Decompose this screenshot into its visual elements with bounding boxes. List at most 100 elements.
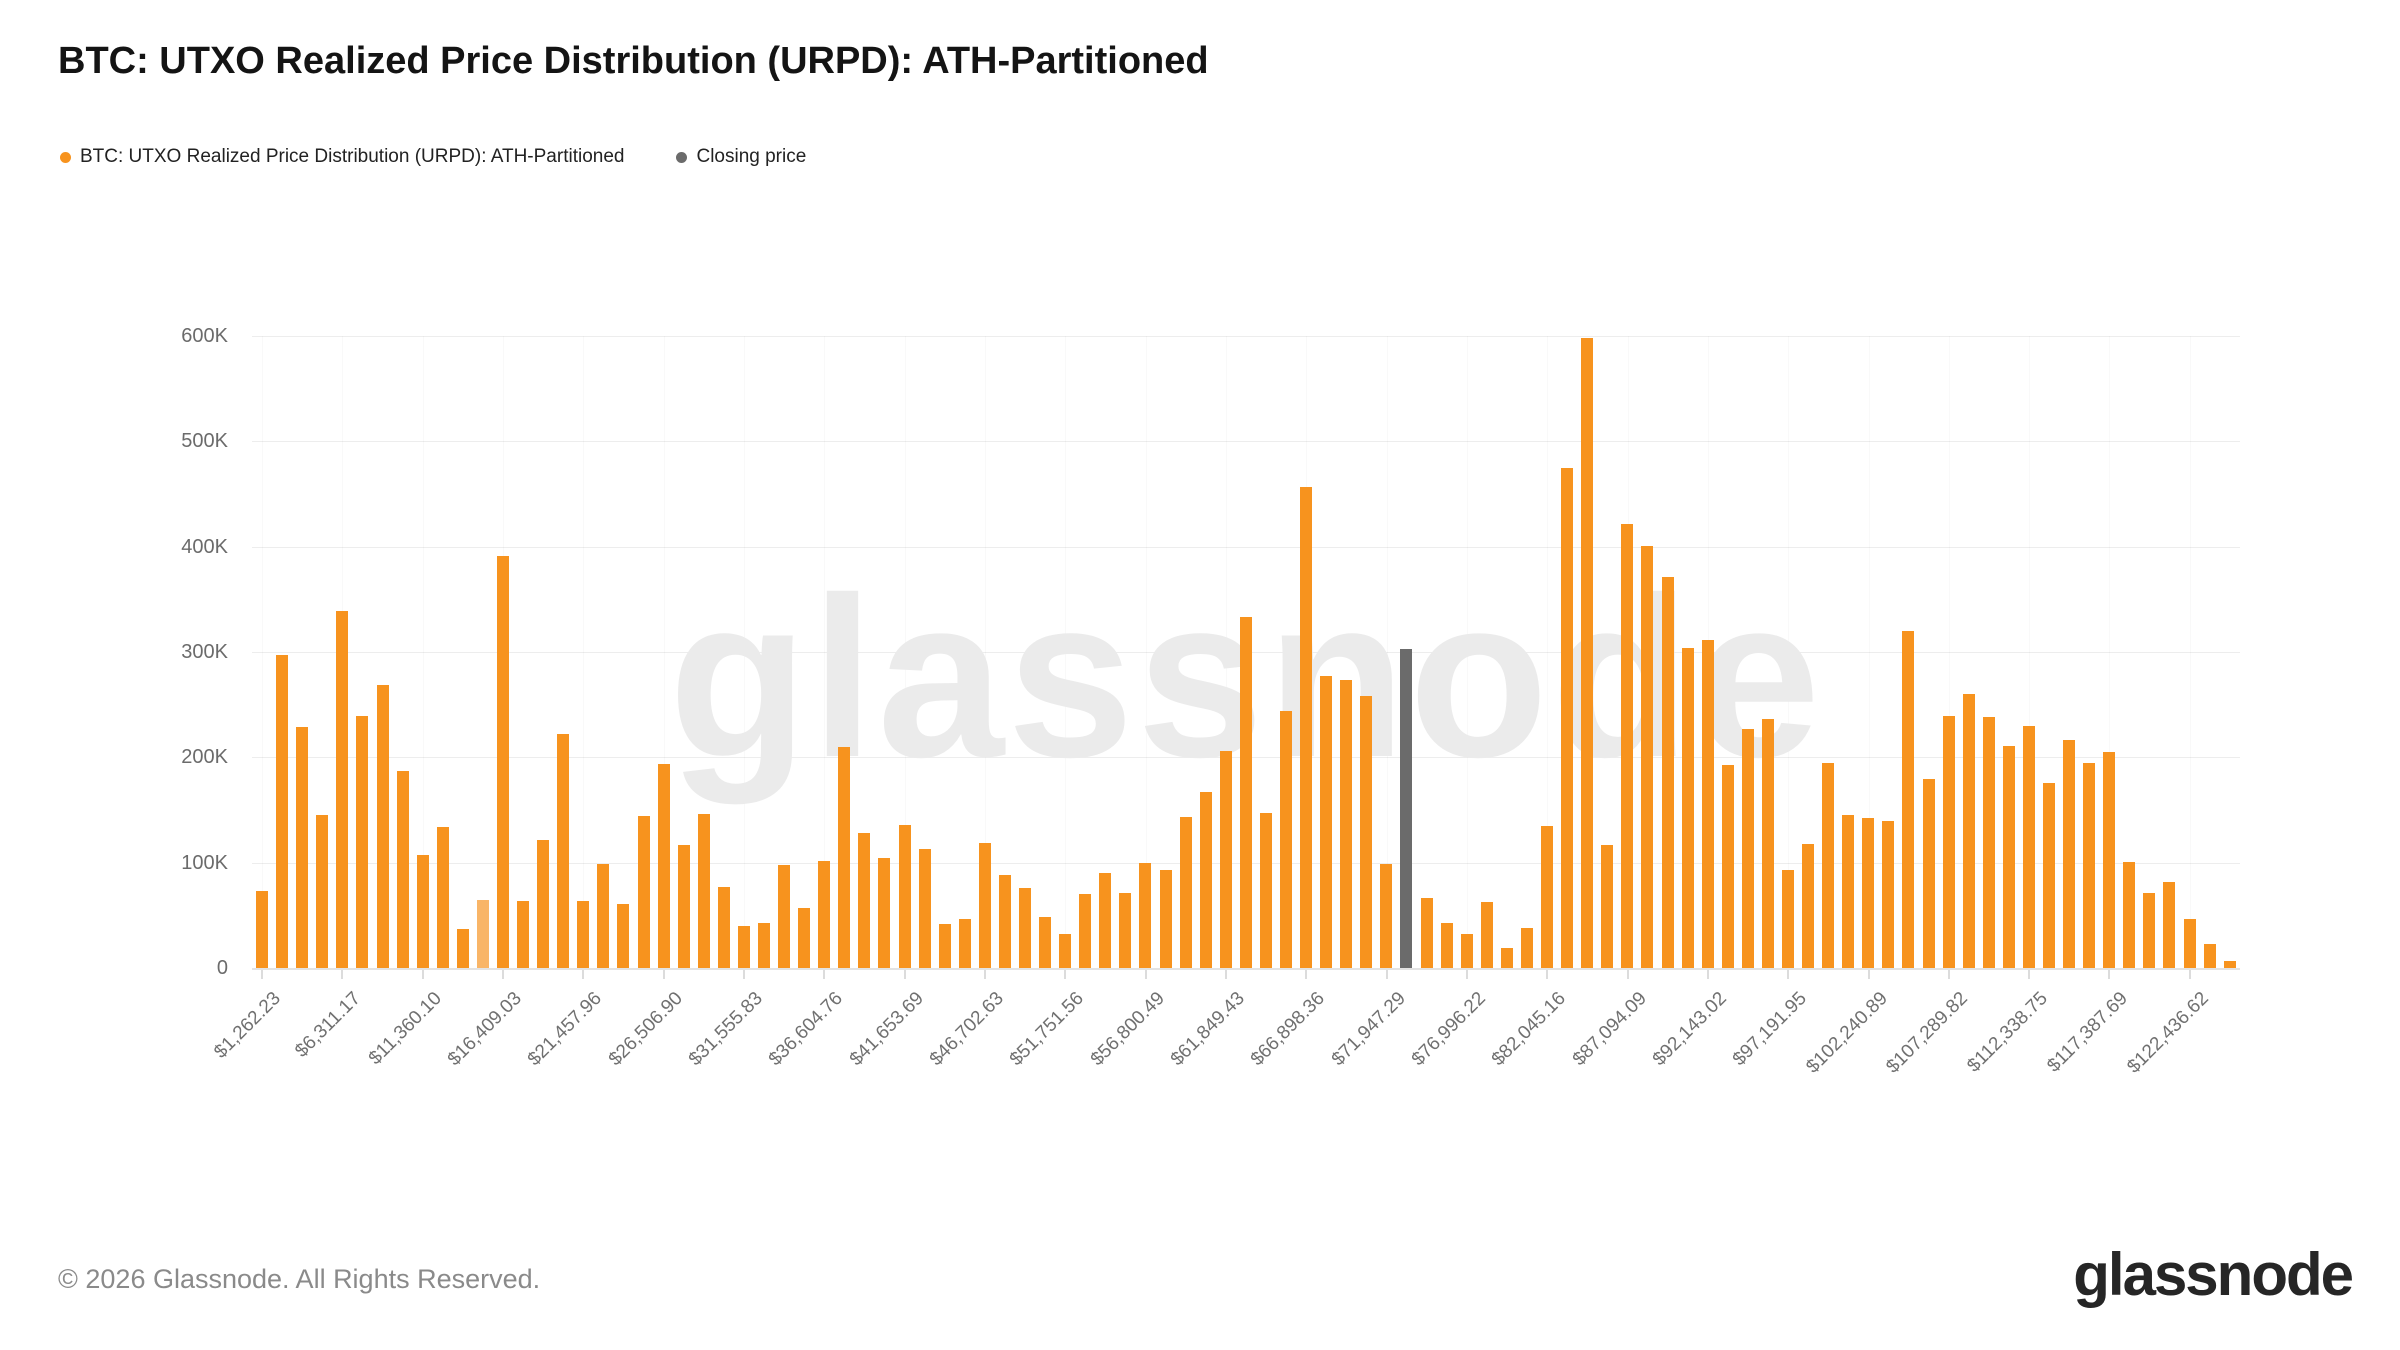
bar[interactable] bbox=[1621, 523, 1634, 968]
bar[interactable] bbox=[2083, 762, 2096, 968]
bar[interactable] bbox=[1721, 764, 1734, 968]
bar[interactable] bbox=[2203, 943, 2216, 968]
bar[interactable] bbox=[998, 875, 1011, 968]
bar[interactable] bbox=[1360, 696, 1373, 968]
bar[interactable] bbox=[1822, 762, 1835, 968]
bar[interactable] bbox=[1139, 862, 1152, 968]
bar[interactable] bbox=[336, 610, 349, 968]
bar[interactable] bbox=[898, 824, 911, 968]
highlighted-bar[interactable] bbox=[476, 899, 489, 968]
bar[interactable] bbox=[2002, 745, 2015, 968]
bar[interactable] bbox=[778, 864, 791, 968]
bar[interactable] bbox=[1380, 863, 1393, 968]
bar[interactable] bbox=[1520, 927, 1533, 968]
bar[interactable] bbox=[617, 903, 630, 968]
bar[interactable] bbox=[456, 929, 469, 968]
bar[interactable] bbox=[818, 860, 831, 968]
bar[interactable] bbox=[878, 858, 891, 968]
bar[interactable] bbox=[1862, 818, 1875, 968]
bar[interactable] bbox=[1340, 680, 1353, 968]
bar[interactable] bbox=[376, 684, 389, 968]
bar[interactable] bbox=[356, 716, 369, 968]
bar[interactable] bbox=[1219, 751, 1232, 968]
bar[interactable] bbox=[838, 746, 851, 968]
bar[interactable] bbox=[1922, 779, 1935, 968]
bar[interactable] bbox=[1761, 719, 1774, 968]
bar[interactable] bbox=[1179, 817, 1192, 968]
bar[interactable] bbox=[517, 900, 530, 968]
bar[interactable] bbox=[1741, 728, 1754, 968]
bar[interactable] bbox=[577, 900, 590, 968]
bar[interactable] bbox=[1039, 917, 1052, 968]
bar[interactable] bbox=[1320, 676, 1333, 968]
bar[interactable] bbox=[1781, 870, 1794, 968]
bar[interactable] bbox=[2063, 740, 2076, 968]
bar[interactable] bbox=[296, 726, 309, 968]
bar[interactable] bbox=[1480, 901, 1493, 968]
bar[interactable] bbox=[1942, 716, 1955, 968]
bar[interactable] bbox=[2223, 960, 2236, 968]
bar[interactable] bbox=[1902, 630, 1915, 968]
bar[interactable] bbox=[2022, 725, 2035, 968]
bar[interactable] bbox=[436, 826, 449, 968]
bar[interactable] bbox=[1882, 820, 1895, 968]
bar[interactable] bbox=[737, 925, 750, 968]
bar[interactable] bbox=[1259, 813, 1272, 968]
bar[interactable] bbox=[978, 842, 991, 968]
bar[interactable] bbox=[496, 556, 509, 968]
bar[interactable] bbox=[637, 816, 650, 968]
bar[interactable] bbox=[1541, 825, 1554, 968]
bar[interactable] bbox=[1661, 577, 1674, 968]
bar[interactable] bbox=[1500, 948, 1513, 968]
bar[interactable] bbox=[1641, 545, 1654, 968]
bar[interactable] bbox=[2163, 881, 2176, 968]
bar[interactable] bbox=[1460, 934, 1473, 968]
bar[interactable] bbox=[316, 815, 329, 968]
bar[interactable] bbox=[1420, 898, 1433, 968]
bar[interactable] bbox=[798, 907, 811, 968]
bar[interactable] bbox=[256, 891, 269, 968]
legend-item-urpd[interactable]: BTC: UTXO Realized Price Distribution (U… bbox=[60, 146, 624, 168]
bar[interactable] bbox=[697, 814, 710, 968]
bar[interactable] bbox=[2103, 752, 2116, 968]
bar[interactable] bbox=[2123, 861, 2136, 968]
bar[interactable] bbox=[1581, 338, 1594, 968]
bar[interactable] bbox=[858, 833, 871, 968]
bar[interactable] bbox=[597, 863, 610, 968]
bar[interactable] bbox=[537, 839, 550, 968]
bar[interactable] bbox=[1119, 893, 1132, 968]
legend-item-closing-price[interactable]: Closing price bbox=[676, 146, 806, 168]
bar[interactable] bbox=[1159, 870, 1172, 968]
bar[interactable] bbox=[1601, 844, 1614, 968]
bar[interactable] bbox=[2143, 893, 2156, 968]
bar[interactable] bbox=[757, 922, 770, 968]
bar[interactable] bbox=[276, 655, 289, 968]
bar[interactable] bbox=[1059, 934, 1072, 968]
bar[interactable] bbox=[396, 771, 409, 968]
bar[interactable] bbox=[657, 763, 670, 968]
bar[interactable] bbox=[1239, 617, 1252, 968]
bar[interactable] bbox=[1099, 873, 1112, 968]
bar[interactable] bbox=[1280, 711, 1293, 968]
bar[interactable] bbox=[717, 886, 730, 968]
bar[interactable] bbox=[1802, 843, 1815, 968]
bar[interactable] bbox=[1701, 640, 1714, 968]
bar[interactable] bbox=[1440, 922, 1453, 968]
bar[interactable] bbox=[416, 855, 429, 968]
bar[interactable] bbox=[1199, 792, 1212, 968]
bar[interactable] bbox=[1842, 815, 1855, 968]
bar[interactable] bbox=[938, 923, 951, 968]
bar[interactable] bbox=[557, 734, 570, 968]
bar[interactable] bbox=[1681, 647, 1694, 968]
closing-price-bar[interactable] bbox=[1400, 648, 1413, 968]
bar[interactable] bbox=[1982, 717, 1995, 968]
bar[interactable] bbox=[918, 848, 931, 968]
bar[interactable] bbox=[2042, 782, 2055, 968]
bar[interactable] bbox=[1561, 467, 1574, 968]
bar[interactable] bbox=[1962, 694, 1975, 968]
bar[interactable] bbox=[2183, 918, 2196, 968]
bar[interactable] bbox=[958, 918, 971, 968]
bar[interactable] bbox=[1300, 486, 1313, 968]
bar[interactable] bbox=[1019, 887, 1031, 968]
bar[interactable] bbox=[677, 844, 690, 968]
